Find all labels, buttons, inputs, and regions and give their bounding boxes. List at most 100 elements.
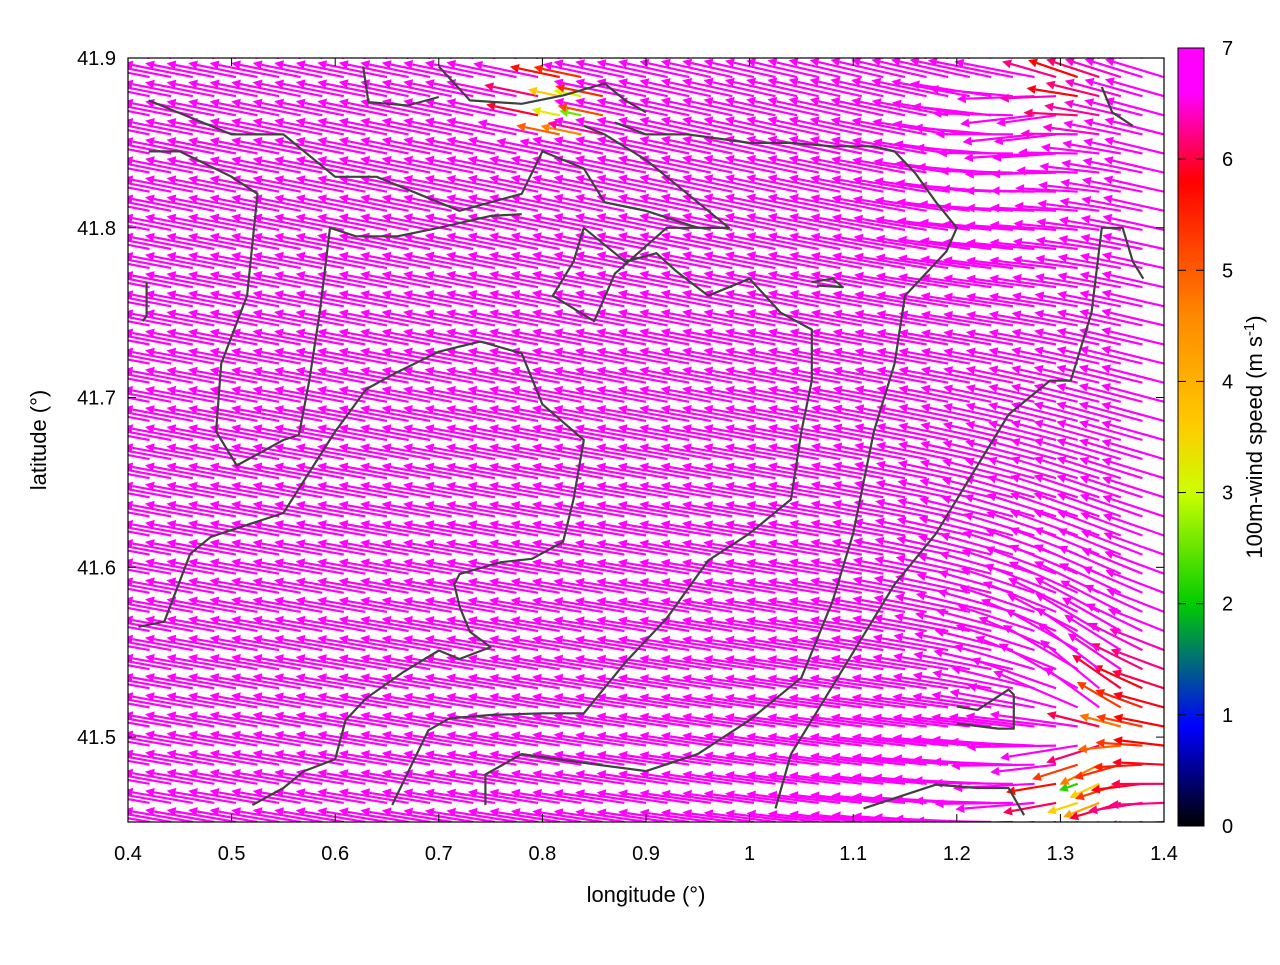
arrow-shaft xyxy=(68,371,128,382)
arrow-head xyxy=(59,424,69,433)
arrow-shaft xyxy=(68,276,128,288)
wind-arrow xyxy=(59,520,128,536)
arrow-head xyxy=(80,348,90,357)
arrow-head xyxy=(1086,825,1096,834)
wind-arrow xyxy=(987,822,1056,837)
arrow-head xyxy=(102,692,112,701)
wind-arrow xyxy=(59,482,128,498)
arrow-head xyxy=(102,290,112,299)
arrow-head xyxy=(59,348,69,357)
arrow-head xyxy=(80,309,90,318)
arrow-head xyxy=(59,329,69,338)
arrow-head xyxy=(102,597,112,606)
wind-arrow xyxy=(59,577,128,593)
wind-arrow xyxy=(59,348,128,364)
arrow-head xyxy=(59,635,69,644)
arrow-head xyxy=(59,482,69,491)
arrow-head xyxy=(59,788,69,797)
arrow-head xyxy=(102,309,112,318)
arrow-shaft xyxy=(68,773,128,784)
arrow-shaft xyxy=(68,410,128,421)
arrow-head xyxy=(59,558,69,567)
arrow-head xyxy=(59,386,69,395)
arrow-head xyxy=(80,367,90,376)
arrow-head xyxy=(81,750,91,759)
arrow-head xyxy=(102,271,112,280)
arrow-head xyxy=(102,443,112,452)
arrow-shaft xyxy=(68,256,128,268)
arrow-head xyxy=(80,463,90,472)
arrow-head xyxy=(102,195,112,204)
wind-arrow xyxy=(59,463,128,479)
arrow-head xyxy=(59,176,69,185)
arrow-head xyxy=(59,195,69,204)
arrow-head xyxy=(1024,830,1034,839)
wind-arrow xyxy=(59,195,128,211)
arrow-shaft xyxy=(944,803,1013,804)
arrow-head xyxy=(59,290,69,299)
arrow-head xyxy=(102,654,112,663)
arrow-head xyxy=(102,520,112,529)
arrow-head xyxy=(59,692,69,701)
arrow-shaft xyxy=(68,295,128,307)
arrow-head xyxy=(102,501,112,510)
arrow-head xyxy=(102,348,112,357)
wind-arrow xyxy=(59,654,128,669)
arrow-shaft xyxy=(68,639,128,650)
arrow-shaft xyxy=(68,697,128,708)
arrow-head xyxy=(80,271,90,280)
arrow-shaft xyxy=(68,792,128,803)
arrow-shaft xyxy=(68,620,128,631)
arrow-shaft xyxy=(68,677,128,688)
wind-arrow xyxy=(59,711,128,726)
wind-arrow xyxy=(1086,822,1143,834)
arrow-head xyxy=(80,692,90,701)
arrow-shaft xyxy=(68,754,128,765)
wind-arrow xyxy=(957,822,1034,833)
arrow-head xyxy=(102,252,112,261)
arrow-shaft xyxy=(1054,822,1099,836)
arrow-head xyxy=(102,673,112,682)
arrow-shaft xyxy=(68,524,128,535)
wind-arrow xyxy=(59,635,128,650)
arrow-head xyxy=(80,654,90,663)
arrow-shaft xyxy=(68,505,128,516)
arrow-head xyxy=(59,577,69,586)
arrow-shaft xyxy=(68,544,128,555)
arrow-head xyxy=(102,616,112,625)
arrow-head xyxy=(59,501,69,510)
wind-arrow xyxy=(59,367,128,383)
arrow-head xyxy=(59,405,69,414)
arrow-head xyxy=(59,463,69,472)
arrow-shaft xyxy=(976,746,1056,747)
arrow-head xyxy=(59,520,69,529)
arrow-head xyxy=(80,597,90,606)
arrow-head xyxy=(59,673,69,682)
arrow-head xyxy=(80,329,90,338)
arrow-head xyxy=(80,252,90,261)
arrow-shaft xyxy=(68,601,128,612)
arrow-shaft xyxy=(68,352,128,364)
wind-arrow xyxy=(1045,822,1099,841)
arrow-head xyxy=(102,807,112,816)
arrow-head xyxy=(59,769,69,778)
arrow-shaft xyxy=(68,448,128,459)
arrow-head xyxy=(59,443,69,452)
arrow-head xyxy=(81,769,91,778)
arrow-head xyxy=(80,443,90,452)
wind-arrow xyxy=(59,692,128,707)
arrow-shaft xyxy=(68,333,128,345)
arrow-shaft xyxy=(1071,822,1121,835)
arrow-head xyxy=(80,176,90,185)
arrow-head xyxy=(59,807,69,816)
wind-arrow xyxy=(59,329,128,345)
arrow-head xyxy=(81,807,91,816)
arrow-head xyxy=(102,635,112,644)
arrow-shaft xyxy=(68,199,128,211)
wind-arrow xyxy=(59,424,128,440)
wind-arrow xyxy=(59,501,128,517)
arrow-shaft xyxy=(68,582,128,593)
arrow-shaft xyxy=(966,822,1034,828)
arrow-head xyxy=(80,616,90,625)
arrow-head xyxy=(80,635,90,644)
